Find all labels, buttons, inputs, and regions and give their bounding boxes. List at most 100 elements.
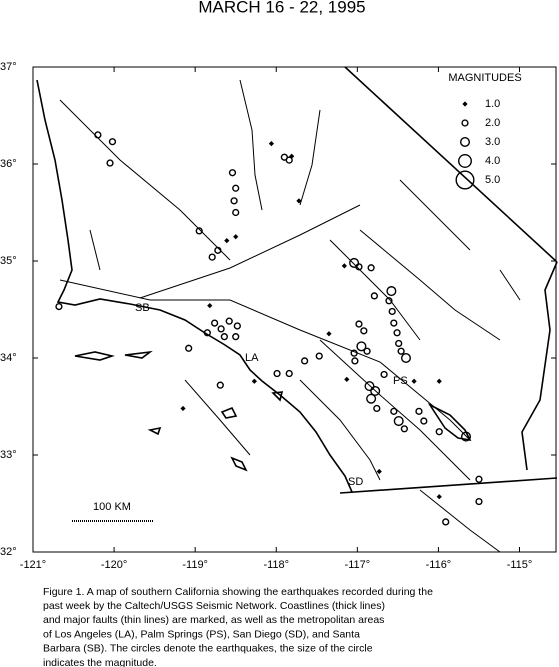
legend-label: 4.0 [485,155,500,167]
earthquake [207,303,213,309]
earthquake [400,352,412,364]
earthquake [360,327,368,335]
legend-label: 1.0 [485,98,500,110]
x-tick-label: -116° [426,559,452,571]
y-tick-label: 33° [0,449,17,461]
earthquake [232,208,240,217]
earthquake [285,369,293,378]
earthquake [395,339,403,348]
earthquake [220,333,228,341]
earthquake [195,227,203,235]
earthquake [296,198,302,204]
earthquake [203,329,211,337]
earthquake [268,141,274,147]
earthquake [216,381,224,389]
earthquake [355,263,363,271]
earthquake [214,246,222,254]
earthquake [285,156,293,164]
earthquake [350,349,358,357]
y-tick-label: 36° [0,158,17,170]
caption-line: past week by the Caltech/USGS Seismic Ne… [43,600,385,612]
earthquake [363,347,371,355]
earthquake [475,475,483,483]
coastline [36,66,558,494]
x-tick-label: -118° [263,559,289,571]
earthquake [108,138,117,146]
y-tick-label: 35° [0,255,17,267]
legend-label: 2.0 [485,117,500,129]
earthquake [225,317,233,325]
x-tick-label: -121° [20,559,46,571]
faults [59,79,521,553]
earthquake [380,370,388,379]
y-tick-label: 32° [0,546,17,558]
earthquake [386,286,397,297]
earthquake [232,184,240,192]
earthquake [436,378,442,384]
legend-symbol [461,119,469,127]
caption-line: Barbara (SB). The circles denote the ear… [43,643,373,655]
earthquake [415,407,423,415]
place-label: SB [135,302,150,314]
earthquake [301,357,309,365]
earthquake [341,263,347,269]
earthquake [224,238,230,244]
earthquake [400,425,408,433]
legend-symbol [455,170,475,190]
legend-symbol [458,154,472,168]
caption-line: indicates the magnitude. [43,657,157,667]
scale-label: 100 KM [93,501,131,513]
x-tick-label: -119° [182,559,208,571]
earthquake [180,405,186,412]
earthquake [370,292,378,300]
earthquake [442,518,450,526]
legend-symbol [462,101,468,107]
earthquake [230,197,238,205]
map-frame [32,66,557,553]
earthquake [326,331,332,337]
earthquake [411,378,417,384]
earthquake [435,428,443,436]
earthquake [373,404,381,413]
legend-symbol [459,136,471,148]
earthquake [233,234,239,240]
earthquake [364,381,375,392]
earthquake [228,169,237,177]
earthquake [366,393,377,404]
earthquake [390,319,398,327]
earthquake [460,431,472,442]
earthquake [349,257,360,268]
earthquake [232,333,240,341]
caption-line: Figure 1. A map of southern California s… [43,586,433,598]
earthquake [185,344,193,352]
title: MARCH 16 - 22, 1995 [198,0,365,16]
place-label: PS [393,375,408,387]
earthquake [251,378,257,384]
earthquake [356,341,367,352]
earthquake [55,302,63,311]
earthquake [370,385,381,397]
earthquake [94,131,102,139]
place-label: SD [348,476,363,488]
y-tick-label: 34° [0,352,17,364]
legend-title: MAGNITUDES [448,72,521,84]
place-label: LA [245,352,259,364]
earthquake [355,320,363,328]
earthquake [106,159,114,167]
earthquake [390,407,398,415]
caption-line: and major faults (thin lines) are marked… [43,614,384,626]
y-tick-label: 37° [0,61,17,73]
earthquake [289,153,295,159]
earthquake [273,369,281,378]
earthquake [385,297,393,305]
legend-label: 5.0 [485,174,500,186]
caption-line: of Los Angeles (LA), Palm Springs (PS), … [43,628,360,640]
x-tick-label: -115° [507,559,533,571]
earthquake [388,307,396,316]
legend-label: 3.0 [485,136,500,148]
earthquake [367,264,375,272]
earthquake [393,416,404,427]
x-tick-label: -120° [101,559,127,571]
